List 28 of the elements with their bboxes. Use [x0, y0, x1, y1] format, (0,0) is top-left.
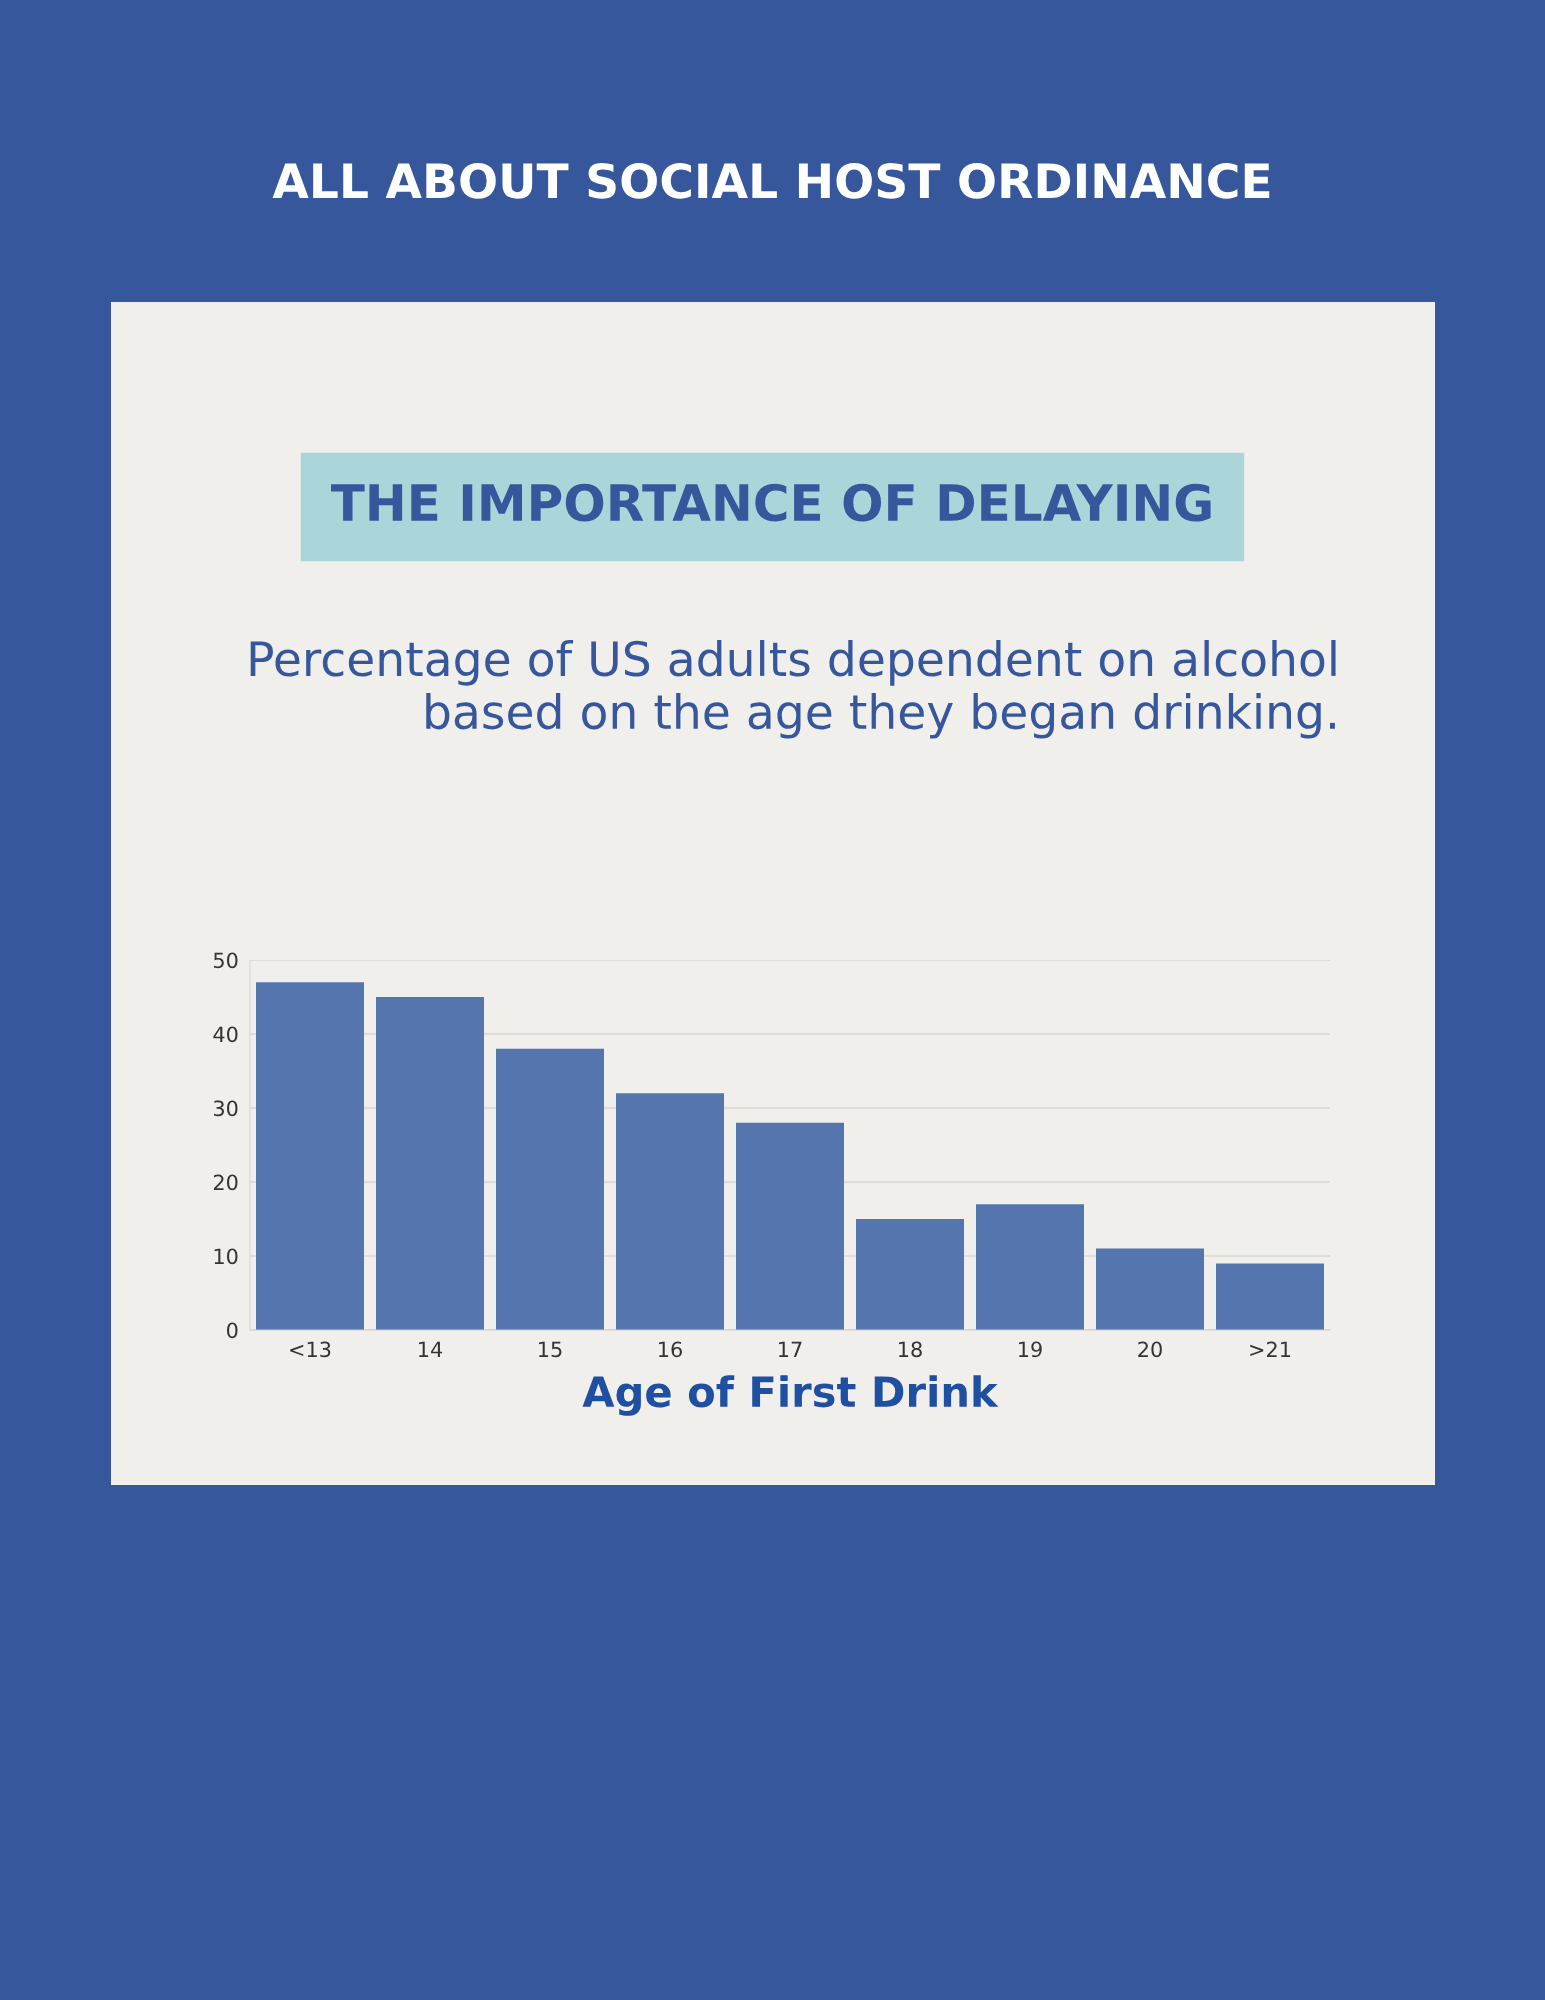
- bar: [1096, 1248, 1204, 1330]
- text: ALL ABOUT SOCIAL HOST ORDINANCE: [272, 162, 1270, 199]
- x-tick-label: <13: [290, 1341, 331, 1358]
- x-tick-label: 18: [899, 1341, 922, 1358]
- chart-title: THE IMPORTANCE OF DELAYING: [331, 483, 1211, 522]
- chart-subtitle: Percentage of US adults dependent on alcohol based on the age they began drinking.: [250, 640, 1336, 739]
- bar: [976, 1204, 1084, 1330]
- bar: [376, 997, 484, 1330]
- bar: [1216, 1263, 1324, 1330]
- y-tick-label: 0: [227, 1322, 238, 1339]
- y-tick-label: 10: [214, 1248, 238, 1265]
- y-tick-label: 50: [213, 952, 238, 969]
- y-tick-label: 40: [213, 1026, 238, 1043]
- x-tick-label: 19: [1019, 1341, 1042, 1358]
- x-axis-title: Age of First Drink: [582, 1375, 999, 1416]
- x-tick-label: 16: [659, 1341, 682, 1358]
- bar: [256, 982, 364, 1330]
- x-tick-label: 20: [1138, 1341, 1162, 1358]
- bar: [856, 1219, 964, 1330]
- x-tick-label: >21: [1250, 1341, 1291, 1357]
- x-tick-label: 17: [779, 1341, 802, 1357]
- y-tick-label: 30: [213, 1100, 238, 1117]
- bar: [616, 1093, 724, 1330]
- bar: [496, 1048, 604, 1330]
- bar: [736, 1122, 844, 1330]
- x-tick-label: 15: [539, 1341, 562, 1358]
- y-tick-label: 20: [213, 1174, 238, 1191]
- x-tick-label: 14: [419, 1341, 443, 1357]
